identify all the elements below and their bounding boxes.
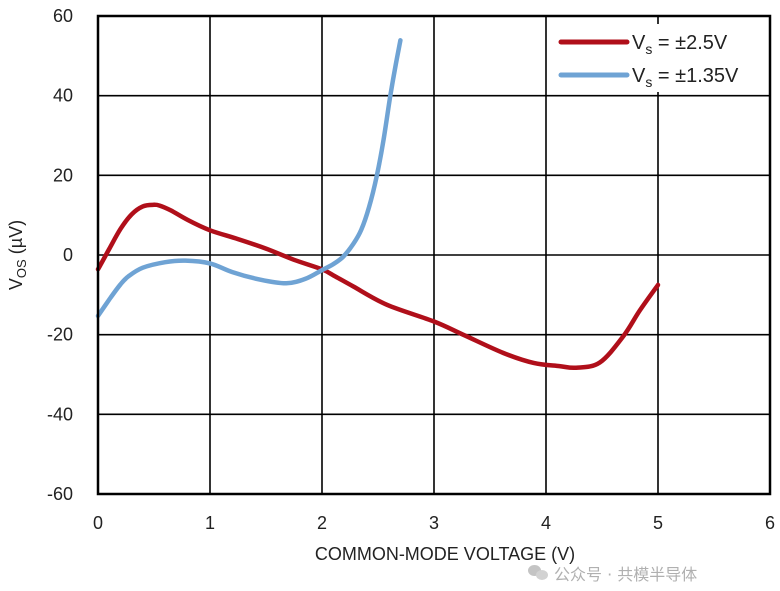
y-tick-label: -40 [47,404,73,424]
x-tick-label: 3 [429,513,439,533]
wechat-icon [528,564,550,582]
series-line-1 [95,38,403,319]
x-tick-label: 0 [93,513,103,533]
legend: Vs = ±2.5V Vs = ±1.35V [549,24,768,92]
x-tick-label: 5 [653,513,663,533]
y-tick-label: -60 [47,484,73,504]
series-line-0 [95,202,661,371]
x-tick-label: 2 [317,513,327,533]
y-axis-ticks: 60 40 20 0 -20 -40 -60 [47,6,73,504]
x-axis-label: COMMON-MODE VOLTAGE (V) [315,544,575,564]
plot-frame [96,14,772,496]
legend-box [549,24,768,92]
legend-label-1p35v: Vs = ±1.35V [632,65,739,90]
data-series [95,38,661,371]
x-tick-label: 1 [205,513,215,533]
y-tick-label: 60 [53,6,73,26]
y-tick-label: -20 [47,325,73,345]
watermark: 公众号 · 共模半导体 [528,561,697,585]
y-tick-label: 0 [63,245,73,265]
x-tick-label: 6 [765,513,775,533]
y-tick-label: 40 [53,86,73,106]
watermark-text: 公众号 · 共模半导体 [554,565,698,584]
y-tick-label: 20 [53,165,73,185]
legend-label-2p5v: Vs = ±2.5V [632,32,728,57]
x-axis-ticks: 0 1 2 3 4 5 6 [93,513,775,533]
y-axis-label: VOS (µV) [6,220,29,290]
x-tick-label: 4 [541,513,551,533]
